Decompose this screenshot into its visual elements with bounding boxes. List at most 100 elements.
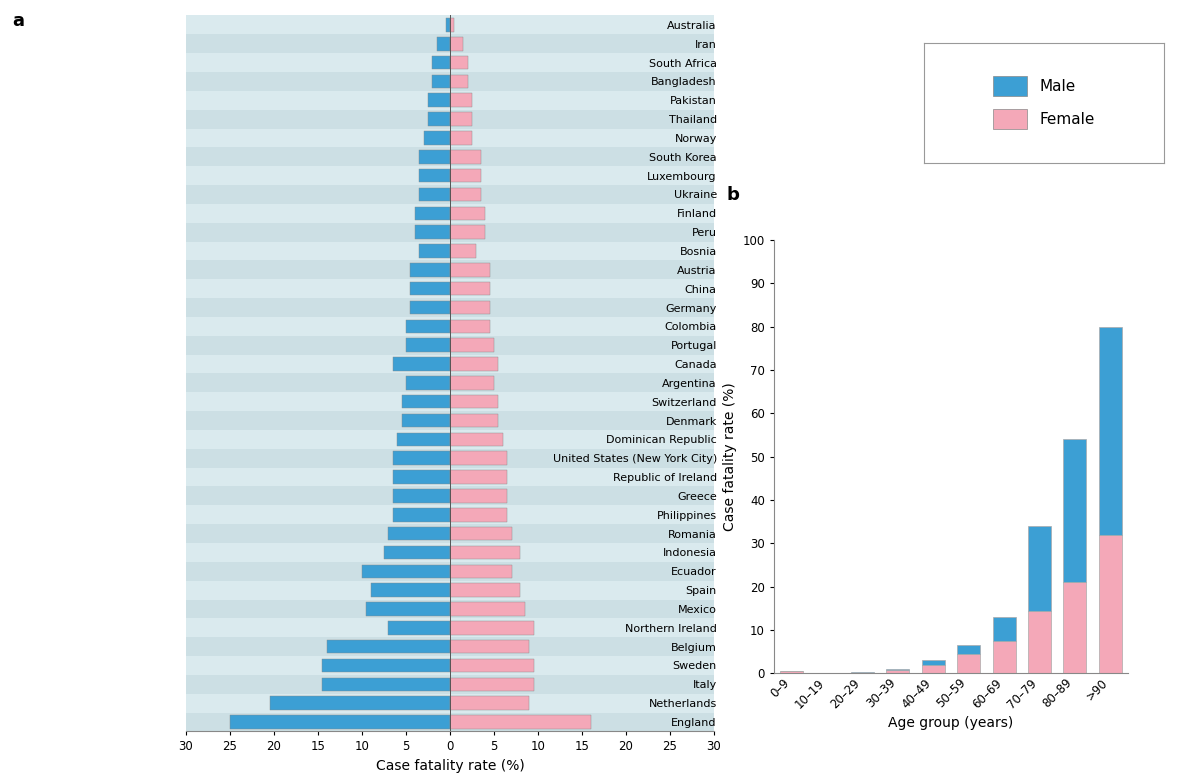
Bar [887,669,910,670]
Bar [366,602,450,616]
Bar [186,411,714,430]
Bar [450,376,494,389]
Bar [230,715,450,729]
Bar [186,354,714,373]
Bar [450,433,503,446]
Bar [450,451,508,465]
Bar [445,18,450,32]
Bar [410,301,450,314]
Bar [450,414,498,427]
Bar [323,659,450,673]
Bar [1063,440,1086,582]
Bar [450,112,472,126]
Bar [450,659,534,673]
Bar [186,430,714,449]
Bar [410,263,450,276]
Bar [450,225,485,239]
Bar [450,187,481,201]
Bar [450,395,498,409]
Bar [450,169,481,183]
Bar [450,489,508,502]
Bar [450,584,521,597]
Bar [186,713,714,731]
Bar [992,617,1015,641]
Bar [186,524,714,543]
Bar [384,546,450,560]
Bar [424,131,450,145]
Bar [389,527,450,540]
Bar [402,414,450,427]
Bar [392,471,450,484]
Bar [410,282,450,296]
Bar [958,654,980,673]
Bar [450,338,494,352]
Bar [326,640,450,653]
Bar [450,282,490,296]
Bar [1099,327,1122,535]
Bar [450,94,472,107]
Bar [186,298,714,317]
Bar [406,376,450,389]
Bar [186,91,714,110]
Bar [428,112,450,126]
Bar [186,580,714,600]
Bar [397,433,450,446]
Bar [186,449,714,467]
Bar [437,37,450,50]
Bar [415,225,450,239]
Bar [450,18,455,32]
Bar [186,15,714,34]
Bar [450,621,534,635]
Text: a: a [12,12,24,29]
Bar [186,562,714,580]
Y-axis label: Case fatality rate (%): Case fatality rate (%) [724,382,737,531]
Bar [392,508,450,522]
Bar [450,74,468,88]
Bar [450,564,511,578]
Bar [1099,535,1122,673]
Bar [450,56,468,70]
Bar [922,665,944,673]
Bar [450,301,490,314]
Bar [186,392,714,411]
Bar [450,150,481,163]
Bar [186,241,714,260]
Bar [406,338,450,352]
Bar [419,187,450,201]
Bar [270,697,450,710]
Bar [450,131,472,145]
Bar [1028,611,1051,673]
Bar [186,185,714,204]
Bar [922,660,944,665]
Bar [450,358,498,371]
Bar [186,317,714,336]
Bar [186,656,714,675]
Bar [450,508,508,522]
Bar [450,37,463,50]
Bar [362,564,450,578]
Bar [450,263,490,276]
Bar [402,395,450,409]
Bar [186,147,714,166]
Bar [186,505,714,524]
Bar [186,110,714,128]
Bar [450,471,508,484]
Bar [392,451,450,465]
Bar [958,646,980,654]
Bar [450,602,524,616]
Bar [186,694,714,713]
Legend: Male, Female: Male, Female [985,68,1103,137]
Bar [186,467,714,487]
Bar [392,358,450,371]
Bar [186,223,714,241]
Bar [450,245,476,258]
Bar [186,487,714,505]
Bar [992,641,1015,673]
Bar [419,169,450,183]
X-axis label: Case fatality rate (%): Case fatality rate (%) [376,759,524,773]
Bar [323,677,450,691]
Bar [887,670,910,673]
Bar [450,207,485,220]
Text: b: b [726,186,739,204]
X-axis label: Age group (years): Age group (years) [888,716,1014,730]
